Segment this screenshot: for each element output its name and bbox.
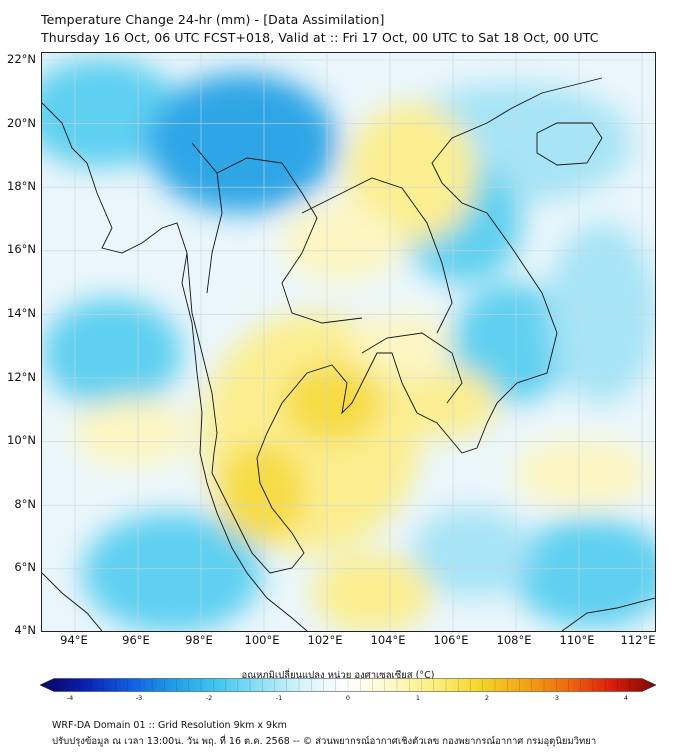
lat-label-6n: 6°N — [14, 560, 36, 574]
lat-label-4n: 4°N — [14, 623, 36, 637]
anomaly-cool-sea-east — [547, 223, 655, 403]
lon-label-112e: 112°E — [620, 633, 656, 647]
anomaly-warm-upper-laos — [282, 203, 402, 283]
anomaly-cool-andaman-north — [42, 298, 182, 408]
cambodia-border — [361, 332, 463, 404]
borneo-coast — [561, 597, 655, 631]
anomaly-warm-south — [312, 553, 432, 631]
anomaly-cool-gulf-south — [412, 508, 532, 598]
lat-label-10n: 10°N — [7, 433, 36, 447]
lon-label-96e: 96°E — [122, 633, 150, 647]
colorbar-title: อุณหภูมิเปลี่ยนแปลง หน่วย องศาเซลเซียส (… — [241, 670, 435, 681]
lon-label-94e: 94°E — [60, 633, 88, 647]
mainland-coastline — [42, 77, 603, 574]
anomaly-field — [42, 58, 655, 631]
colorbar-tick-2: 2 — [484, 694, 490, 702]
colorbar-dividers — [66, 679, 630, 691]
lon-label-98e: 98°E — [185, 633, 213, 647]
colorbar — [40, 678, 656, 692]
anomaly-warm-sea-east — [512, 438, 652, 508]
colorbar-tick-neg4: -4 — [66, 694, 74, 702]
colorbar-bar — [40, 678, 656, 692]
footer-domain-info: WRF-DA Domain 01 :: Grid Resolution 9km … — [52, 720, 287, 731]
lat-label-8n: 8°N — [14, 497, 36, 511]
chart-title-line1: Temperature Change 24-hr (mm) - [Data As… — [41, 12, 385, 27]
graticule — [42, 53, 655, 631]
colorbar-tick-1: 1 — [415, 694, 421, 702]
anomaly-warm-cambodia — [407, 368, 497, 438]
thailand-border-north — [216, 157, 363, 324]
anomaly-cool-north-thailand — [147, 73, 337, 213]
lon-label-110e: 110°E — [559, 633, 595, 647]
lon-label-100e: 100°E — [244, 633, 280, 647]
laos-border — [301, 177, 453, 334]
anomaly-cool-andaman-south — [82, 513, 262, 631]
lon-label-102e: 102°E — [307, 633, 343, 647]
colorbar-tick-neg3: -3 — [135, 694, 143, 702]
temperature-change-map — [42, 53, 655, 631]
colorbar-tick-0: 0 — [345, 694, 351, 702]
myanmar-border — [191, 142, 223, 294]
colorbar-tick-3: 3 — [554, 694, 560, 702]
hainan-island — [536, 122, 603, 166]
anomaly-warm-north-laos — [347, 103, 477, 243]
anomaly-cool-nw — [42, 58, 182, 168]
colorbar-tick-4: 4 — [623, 694, 629, 702]
lon-label-108e: 108°E — [496, 633, 532, 647]
lat-label-20n: 20°N — [7, 116, 36, 130]
anomaly-warm-peninsula — [217, 443, 307, 543]
colorbar-tick-neg2: -2 — [205, 694, 213, 702]
lat-label-22n: 22°N — [7, 52, 36, 66]
anomaly-warm-core — [282, 363, 382, 443]
lat-label-14n: 14°N — [7, 306, 36, 320]
lat-label-12n: 12°N — [7, 370, 36, 384]
footer-update-credit: ปรับปรุงข้อมูล ณ เวลา 13:00น. วัน พฤ. ที… — [52, 736, 597, 747]
chart-title-line2: Thursday 16 Oct, 06 UTC FCST+018, Valid … — [41, 30, 599, 45]
lon-label-104e: 104°E — [370, 633, 406, 647]
anomaly-warm-central-thailand — [352, 313, 452, 373]
sumatra-coast — [42, 572, 103, 631]
coastlines-and-borders — [42, 77, 655, 631]
map-panel — [41, 52, 656, 632]
peninsula-west-coast — [181, 252, 308, 631]
lat-label-18n: 18°N — [7, 179, 36, 193]
colorbar-tick-neg1: -1 — [275, 694, 283, 702]
lat-label-16n: 16°N — [7, 242, 36, 256]
anomaly-cool-southeast — [512, 518, 655, 628]
lon-label-106e: 106°E — [433, 633, 469, 647]
anomaly-cool-vietnam-central — [452, 283, 572, 403]
anomaly-warm-andaman — [72, 398, 192, 468]
